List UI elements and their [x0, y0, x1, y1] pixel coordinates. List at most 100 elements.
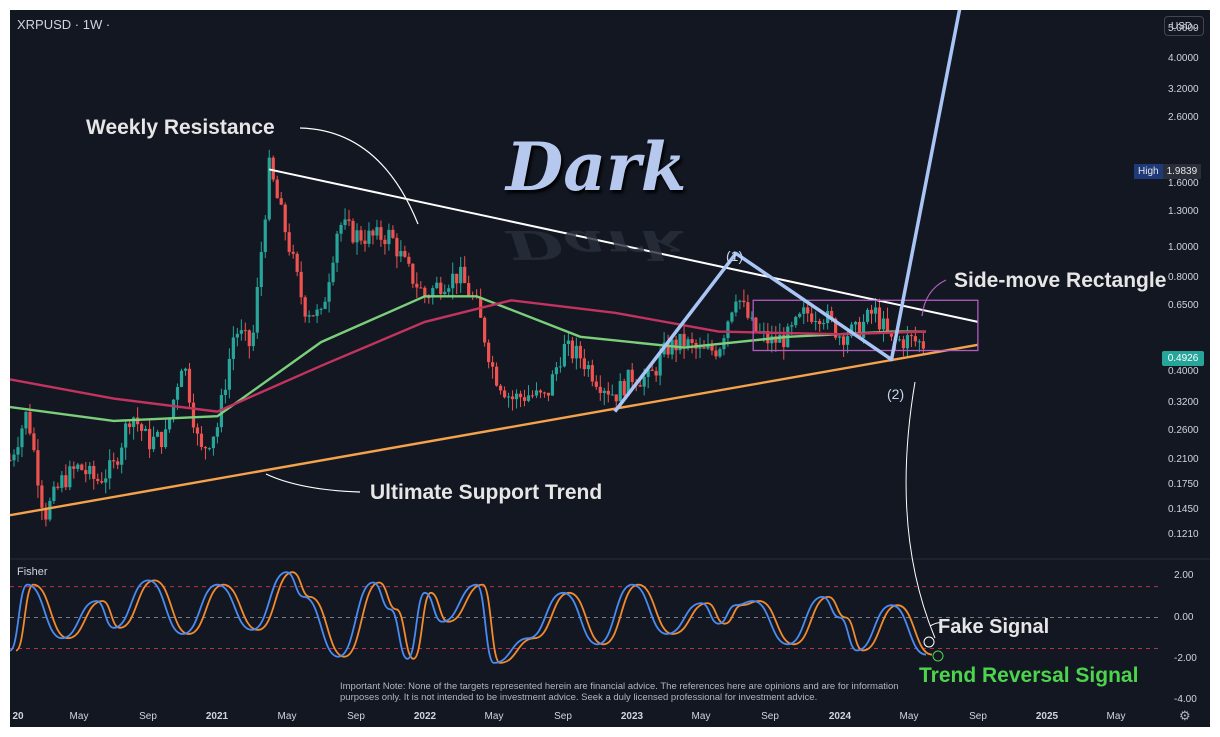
- candle-body: [72, 466, 76, 469]
- candle-body: [403, 251, 407, 257]
- candle-body: [187, 368, 192, 403]
- candle-body: [678, 333, 682, 351]
- candle-body: [459, 266, 463, 284]
- high-value: 1.9839: [1162, 164, 1202, 179]
- candle-body: [518, 393, 523, 398]
- price-axis-label: 0.1750: [1168, 479, 1199, 490]
- candle-body: [423, 287, 427, 298]
- candle-body: [451, 273, 455, 289]
- candle-body: [311, 315, 315, 317]
- brand-watermark: Dark: [506, 128, 687, 206]
- candle-body: [578, 345, 582, 359]
- time-axis-label: 20: [12, 711, 24, 722]
- candle-body: [20, 428, 24, 448]
- candle-body: [283, 204, 287, 233]
- settings-icon[interactable]: ⚙: [1179, 708, 1191, 723]
- candle-body: [435, 282, 439, 289]
- currency-select[interactable]: USD ⌄: [1164, 16, 1204, 36]
- signal-leader-line: [905, 381, 936, 639]
- candle-body: [243, 330, 247, 332]
- candle-body: [279, 198, 283, 205]
- candle-body: [128, 423, 132, 427]
- moving-average-line: [10, 295, 926, 423]
- trend-reversal-callout: Trend Reversal Signal: [919, 664, 1139, 687]
- candle-body: [144, 428, 148, 431]
- time-axis-label: May: [1106, 711, 1126, 722]
- candle-body: [602, 390, 606, 393]
- candle-body: [594, 381, 598, 387]
- time-axis-label: 2024: [828, 711, 852, 722]
- candle-body: [175, 387, 180, 400]
- candle-body: [163, 429, 168, 448]
- candle-body: [60, 475, 64, 488]
- candle-body: [124, 423, 128, 448]
- candle-body: [674, 339, 678, 351]
- candle-body: [550, 374, 555, 396]
- candle-body: [487, 342, 491, 363]
- candle-body: [702, 347, 706, 349]
- candle-body: [24, 411, 28, 429]
- candle-body: [271, 157, 275, 180]
- candle-body: [530, 395, 535, 397]
- candle-body: [195, 427, 200, 434]
- time-axis-label: 2023: [620, 711, 644, 722]
- candle-body: [869, 309, 874, 314]
- candle-body: [327, 282, 331, 302]
- candle-body: [885, 318, 890, 332]
- fake-signal-marker: [923, 636, 935, 648]
- candle-body: [865, 309, 870, 322]
- candle-body: [682, 333, 686, 347]
- candle-body: [909, 335, 914, 337]
- candle-body: [542, 392, 547, 394]
- candle-body: [913, 336, 917, 342]
- candle-body: [881, 318, 886, 330]
- candle-body: [770, 336, 774, 344]
- candle-body: [522, 397, 527, 401]
- symbol-title[interactable]: XRPUSD · 1W ·: [17, 17, 111, 32]
- candle-body: [734, 301, 738, 313]
- candle-body: [104, 478, 108, 483]
- candle-body: [467, 283, 471, 297]
- candle-body: [666, 342, 670, 355]
- candle-body: [750, 317, 754, 319]
- price-axis-label: 0.3200: [1168, 397, 1199, 408]
- candle-body: [842, 336, 846, 345]
- currency-label: USD: [1171, 21, 1193, 32]
- candle-body: [10, 460, 12, 462]
- candle-body: [897, 339, 902, 341]
- fisher-trigger-line: [15, 571, 933, 664]
- chart-canvas: [10, 10, 1210, 664]
- candle-body: [315, 309, 319, 317]
- reversal-signal-marker: [932, 650, 944, 662]
- candle-body: [235, 333, 239, 338]
- price-axis-label: 0.1450: [1168, 504, 1199, 515]
- candle-body: [367, 230, 371, 244]
- candle-body: [873, 307, 878, 314]
- candle-body: [395, 237, 399, 257]
- candle-body: [606, 390, 610, 395]
- fisher-indicator-label[interactable]: Fisher: [17, 566, 48, 578]
- fisher-line: [10, 571, 927, 664]
- candle-body: [239, 330, 243, 334]
- brand-reflection: Dark: [506, 221, 687, 269]
- candle-body: [714, 350, 718, 357]
- candle-body: [857, 321, 862, 339]
- candle-body: [650, 369, 654, 371]
- candle-body: [889, 331, 894, 337]
- candle-body: [782, 334, 786, 348]
- candle-body: [68, 466, 72, 488]
- weekly-resistance-line: [269, 168, 979, 323]
- candle-body: [108, 460, 112, 479]
- candle-body: [159, 431, 164, 448]
- candle-body: [335, 233, 339, 263]
- candle-body: [746, 302, 750, 318]
- time-axis-label: Sep: [554, 711, 572, 722]
- rectangle-leader-line: [921, 279, 947, 317]
- candle-body: [431, 288, 435, 298]
- candle-body: [267, 157, 271, 220]
- candle-body: [263, 219, 267, 253]
- fake-signal-leader: [929, 622, 942, 631]
- candle-body: [706, 345, 710, 349]
- candle-body: [331, 262, 335, 283]
- candle-body: [638, 385, 642, 387]
